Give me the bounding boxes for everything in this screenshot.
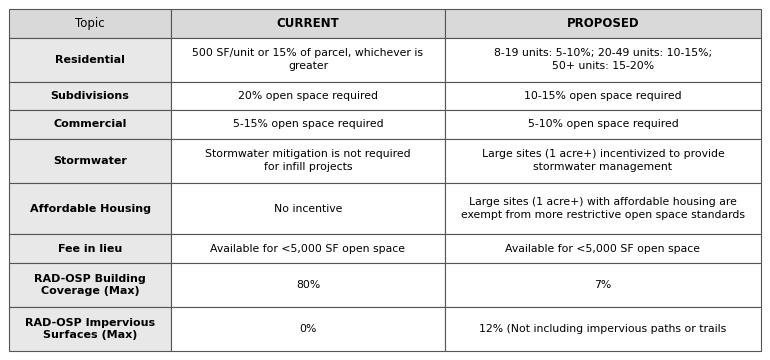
Bar xyxy=(445,9,761,37)
Bar xyxy=(171,110,445,139)
Bar xyxy=(171,307,445,351)
Text: Fee in lieu: Fee in lieu xyxy=(58,244,122,254)
Bar xyxy=(171,263,445,307)
Text: Available for <5,000 SF open space: Available for <5,000 SF open space xyxy=(210,244,406,254)
Text: RAD-OSP Building
Coverage (Max): RAD-OSP Building Coverage (Max) xyxy=(34,274,146,296)
Bar xyxy=(171,183,445,234)
Bar xyxy=(445,110,761,139)
Text: No incentive: No incentive xyxy=(274,203,342,213)
Bar xyxy=(171,234,445,263)
Text: Available for <5,000 SF open space: Available for <5,000 SF open space xyxy=(505,244,701,254)
Bar xyxy=(445,263,761,307)
Text: Large sites (1 acre+) incentivized to provide
stormwater management: Large sites (1 acre+) incentivized to pr… xyxy=(481,149,725,172)
Text: Subdivisions: Subdivisions xyxy=(51,91,129,101)
Text: 12% (Not including impervious paths or trails: 12% (Not including impervious paths or t… xyxy=(479,324,727,334)
Bar xyxy=(171,9,445,37)
Bar xyxy=(445,307,761,351)
Text: 5-15% open space required: 5-15% open space required xyxy=(233,119,383,129)
Bar xyxy=(9,234,171,263)
Text: 500 SF/unit or 15% of parcel, whichever is
greater: 500 SF/unit or 15% of parcel, whichever … xyxy=(192,48,424,71)
Bar xyxy=(9,37,171,82)
Text: 8-19 units: 5-10%; 20-49 units: 10-15%;
50+ units: 15-20%: 8-19 units: 5-10%; 20-49 units: 10-15%; … xyxy=(494,48,712,71)
Bar xyxy=(9,9,171,37)
Text: RAD-OSP Impervious
Surfaces (Max): RAD-OSP Impervious Surfaces (Max) xyxy=(25,318,155,340)
Bar xyxy=(9,183,171,234)
Text: 5-10% open space required: 5-10% open space required xyxy=(527,119,678,129)
Text: Affordable Housing: Affordable Housing xyxy=(29,203,150,213)
Text: 7%: 7% xyxy=(594,280,611,290)
Bar xyxy=(445,139,761,183)
Bar xyxy=(9,82,171,110)
Text: PROPOSED: PROPOSED xyxy=(567,17,639,30)
Bar xyxy=(445,37,761,82)
Bar xyxy=(171,37,445,82)
Bar xyxy=(171,139,445,183)
Text: CURRENT: CURRENT xyxy=(276,17,340,30)
Text: Residential: Residential xyxy=(55,54,125,64)
Bar xyxy=(445,82,761,110)
Bar xyxy=(9,263,171,307)
Text: Topic: Topic xyxy=(75,17,105,30)
Text: Stormwater: Stormwater xyxy=(53,156,127,166)
Bar xyxy=(9,139,171,183)
Bar xyxy=(445,183,761,234)
Bar xyxy=(9,110,171,139)
Text: Commercial: Commercial xyxy=(53,119,127,129)
Text: 0%: 0% xyxy=(300,324,316,334)
Text: 20% open space required: 20% open space required xyxy=(238,91,378,101)
Text: 10-15% open space required: 10-15% open space required xyxy=(524,91,681,101)
Text: Stormwater mitigation is not required
for infill projects: Stormwater mitigation is not required fo… xyxy=(205,149,410,172)
Bar xyxy=(171,82,445,110)
Text: 80%: 80% xyxy=(296,280,320,290)
Bar xyxy=(445,234,761,263)
Bar xyxy=(9,307,171,351)
Text: Large sites (1 acre+) with affordable housing are
exempt from more restrictive o: Large sites (1 acre+) with affordable ho… xyxy=(461,197,745,220)
